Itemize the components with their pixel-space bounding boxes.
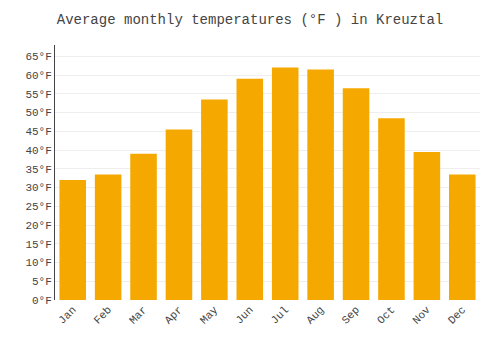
- svg-text:5°F: 5°F: [32, 276, 52, 288]
- svg-text:Jun: Jun: [233, 304, 255, 326]
- svg-text:20°F: 20°F: [25, 220, 51, 232]
- svg-text:May: May: [198, 304, 221, 327]
- svg-text:Nov: Nov: [410, 304, 433, 327]
- svg-text:Apr: Apr: [162, 304, 184, 326]
- svg-text:Jul: Jul: [269, 304, 291, 326]
- svg-text:0°F: 0°F: [32, 295, 52, 307]
- svg-text:10°F: 10°F: [25, 257, 51, 269]
- svg-text:Mar: Mar: [127, 304, 149, 326]
- svg-text:Average monthly temperatures (: Average monthly temperatures (°F ) in Kr…: [57, 12, 443, 28]
- svg-text:Aug: Aug: [304, 304, 326, 326]
- svg-text:30°F: 30°F: [25, 182, 51, 194]
- svg-text:15°F: 15°F: [25, 239, 51, 251]
- svg-text:25°F: 25°F: [25, 201, 51, 213]
- svg-text:Feb: Feb: [92, 304, 114, 326]
- svg-text:35°F: 35°F: [25, 164, 51, 176]
- svg-text:40°F: 40°F: [25, 145, 51, 157]
- svg-text:Jan: Jan: [56, 304, 78, 326]
- svg-text:45°F: 45°F: [25, 126, 51, 138]
- svg-text:Sep: Sep: [340, 304, 362, 326]
- svg-text:50°F: 50°F: [25, 107, 51, 119]
- svg-text:65°F: 65°F: [25, 51, 51, 63]
- svg-text:55°F: 55°F: [25, 89, 51, 101]
- svg-text:60°F: 60°F: [25, 70, 51, 82]
- svg-text:Oct: Oct: [375, 304, 397, 326]
- svg-text:Dec: Dec: [446, 304, 468, 326]
